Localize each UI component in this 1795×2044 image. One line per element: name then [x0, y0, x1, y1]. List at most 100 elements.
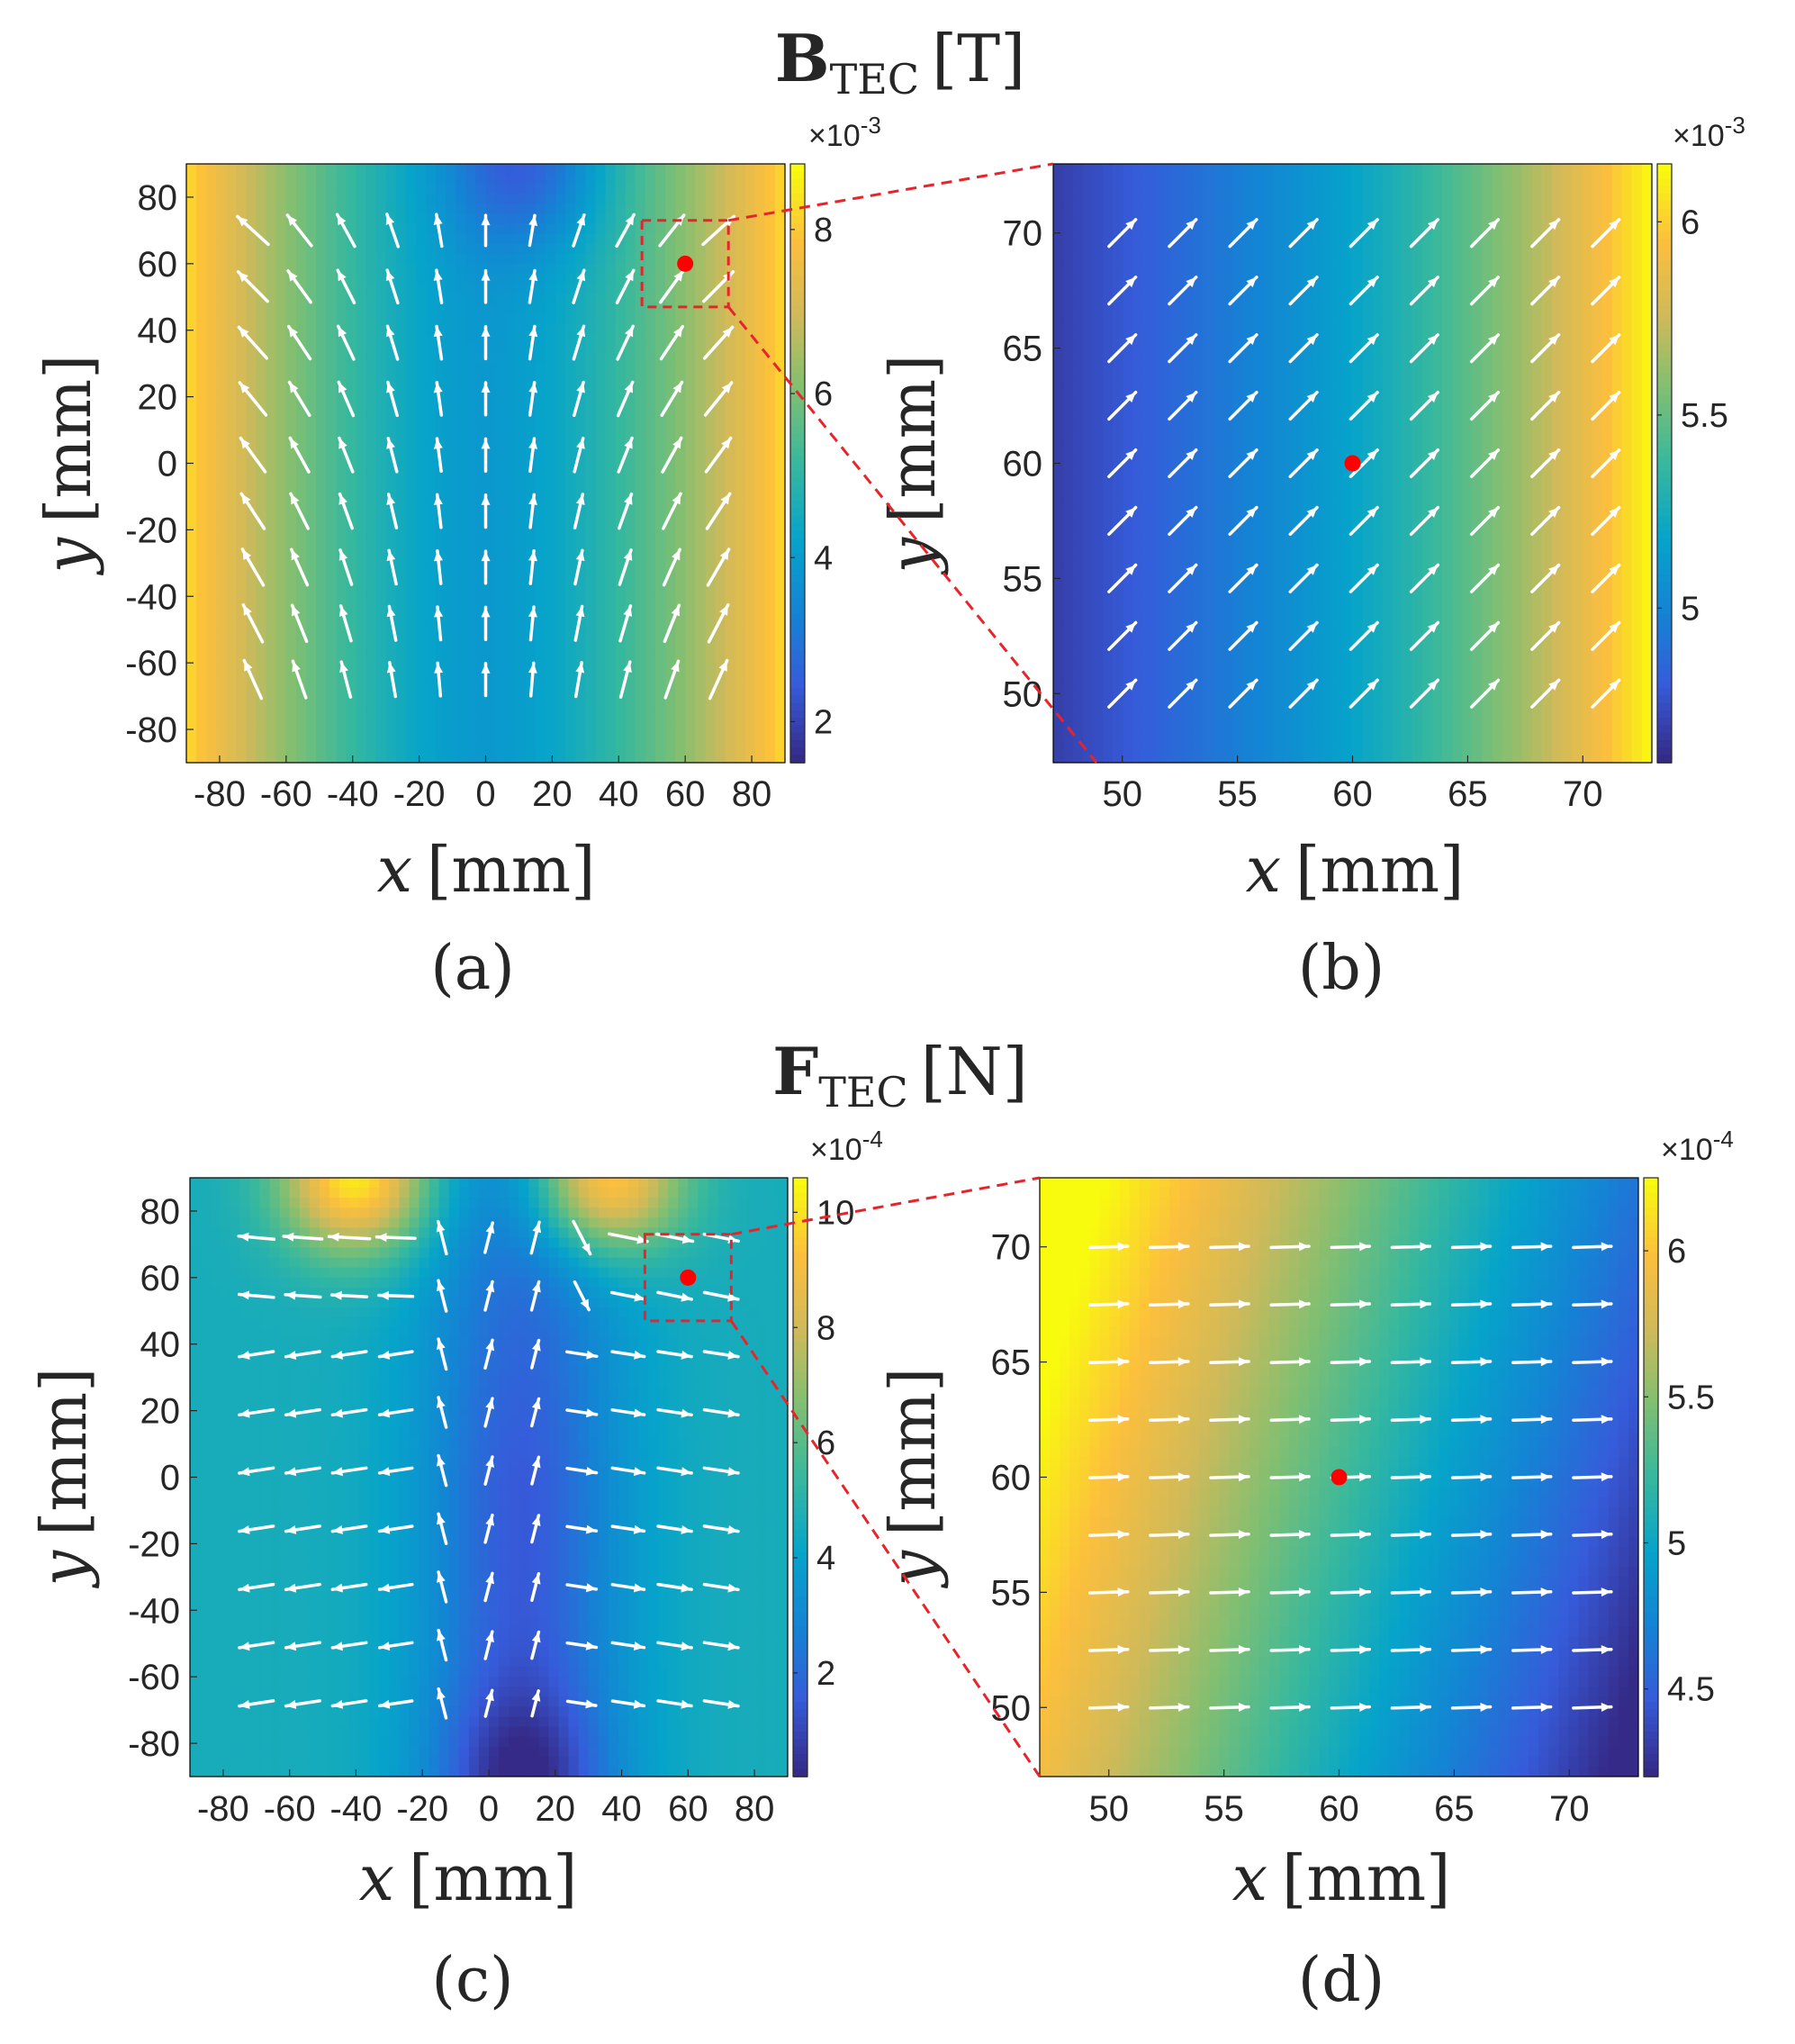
heatmap-cell — [735, 512, 746, 524]
heatmap-cell — [266, 692, 277, 704]
heatmap-cell — [456, 663, 467, 674]
heatmap-cell — [1132, 233, 1144, 245]
heatmap-cell — [446, 443, 457, 455]
heatmap-cell — [226, 333, 238, 345]
heatmap-cell — [625, 583, 636, 594]
heatmap-cell — [505, 512, 517, 524]
heatmap-cell — [1113, 643, 1124, 654]
heatmap-cell — [645, 592, 656, 604]
heatmap-cell — [774, 663, 785, 674]
heatmap-cell — [625, 692, 636, 704]
heatmap-cell — [216, 663, 228, 674]
heatmap-cell — [295, 323, 307, 335]
heatmap-cell — [565, 502, 577, 514]
heatmap-cell — [665, 473, 676, 484]
heatmap-cell — [285, 243, 297, 255]
heatmap-cell — [326, 752, 338, 763]
heatmap-cell — [1073, 393, 1085, 404]
heatmap-cell — [1073, 233, 1085, 245]
heatmap-cell — [595, 363, 607, 375]
heatmap-cell — [186, 612, 197, 624]
heatmap-cell — [1142, 692, 1154, 704]
heatmap-cell — [615, 563, 627, 574]
heatmap-cell — [615, 653, 627, 664]
heatmap-cell — [1162, 253, 1174, 265]
heatmap-cell — [285, 483, 297, 494]
heatmap-cell — [654, 333, 666, 345]
heatmap-cell — [515, 502, 527, 514]
heatmap-cell — [555, 353, 566, 365]
heatmap-cell — [266, 323, 277, 335]
heatmap-cell — [1213, 632, 1224, 644]
heatmap-cell — [485, 413, 497, 424]
heatmap-cell — [206, 622, 218, 634]
heatmap-cell — [725, 643, 736, 654]
heatmap-cell — [715, 194, 726, 205]
heatmap-cell — [415, 174, 427, 185]
colorbar-segment — [790, 470, 805, 479]
heatmap-cell — [764, 363, 776, 375]
heatmap-cell — [316, 502, 327, 514]
heatmap-cell — [326, 523, 338, 534]
heatmap-cell — [1142, 502, 1154, 514]
heatmap-cell — [236, 592, 248, 604]
colorbar-segment — [790, 305, 805, 315]
heatmap-cell — [316, 612, 327, 624]
heatmap-cell — [206, 393, 218, 404]
heatmap-cell — [196, 533, 207, 544]
heatmap-cell — [1232, 253, 1244, 265]
heatmap-cell — [645, 752, 656, 763]
heatmap-cell — [715, 653, 726, 664]
heatmap-cell — [285, 622, 297, 634]
heatmap-cell — [1103, 632, 1114, 644]
heatmap-cell — [405, 563, 417, 574]
heatmap-cell — [426, 512, 437, 524]
colorbar-segment — [790, 545, 805, 555]
heatmap-cell — [226, 602, 238, 614]
heatmap-cell — [1232, 303, 1244, 315]
heatmap-cell — [605, 273, 617, 285]
heatmap-cell — [295, 233, 307, 245]
heatmap-cell — [385, 592, 397, 604]
heatmap-cell — [575, 294, 587, 304]
heatmap-cell — [1083, 423, 1095, 435]
heatmap-cell — [1213, 263, 1224, 275]
heatmap-cell — [336, 543, 347, 555]
heatmap-cell — [535, 423, 546, 435]
heatmap-cell — [266, 632, 277, 644]
heatmap-cell — [635, 423, 646, 435]
heatmap-cell — [585, 732, 597, 744]
heatmap-cell — [1093, 243, 1105, 255]
heatmap-cell — [306, 553, 317, 565]
heatmap-cell — [725, 233, 736, 245]
heatmap-cell — [675, 363, 686, 375]
heatmap-cell — [465, 712, 477, 724]
heatmap-cell — [615, 673, 627, 684]
heatmap-cell — [1132, 383, 1144, 394]
heatmap-cell — [1193, 243, 1204, 255]
heatmap-cell — [695, 253, 707, 265]
heatmap-cell — [1103, 622, 1114, 634]
heatmap-cell — [675, 423, 686, 435]
heatmap-cell — [1193, 533, 1204, 544]
heatmap-cell — [565, 223, 577, 235]
heatmap-cell — [1063, 463, 1074, 475]
heatmap-cell — [375, 692, 387, 704]
heatmap-cell — [654, 373, 666, 384]
colorbar-segment — [790, 665, 805, 674]
heatmap-cell — [356, 563, 367, 574]
heatmap-cell — [1183, 483, 1194, 494]
panel-a: -80 -60 -40 -20 0 20 40 60 80 806040200-20-40-60… — [32, 112, 881, 1004]
heatmap-cell — [266, 512, 277, 524]
heatmap-cell — [1203, 512, 1214, 524]
heatmap-cell — [295, 643, 307, 654]
heatmap-cell — [465, 203, 477, 215]
heatmap-cell — [635, 622, 646, 634]
heatmap-cell — [236, 223, 248, 235]
heatmap-cell — [256, 512, 267, 524]
heatmap-cell — [595, 533, 607, 544]
heatmap-cell — [1073, 493, 1085, 504]
heatmap-cell — [1073, 174, 1085, 185]
heatmap-cell — [1173, 323, 1184, 335]
heatmap-cell — [764, 512, 776, 524]
